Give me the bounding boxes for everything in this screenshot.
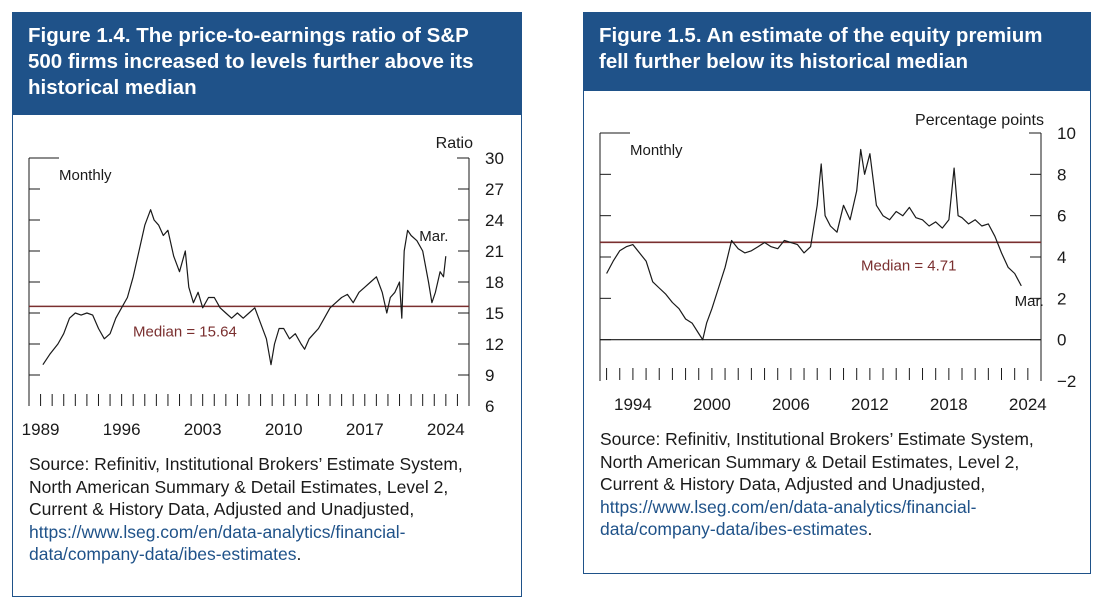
y-tick-label: 9 xyxy=(485,366,494,385)
y-axis-label: Ratio xyxy=(436,135,473,152)
y-tick-label: 6 xyxy=(1057,207,1066,226)
x-tick-label: 2018 xyxy=(930,395,968,414)
y-tick-label: 30 xyxy=(485,149,504,168)
x-tick-label: 1994 xyxy=(614,395,652,414)
x-tick-label: 2012 xyxy=(851,395,889,414)
source-note: Source: Refinitiv, Institutional Brokers… xyxy=(29,453,509,566)
y-tick-label: 4 xyxy=(1057,248,1066,267)
x-tick-label: 2006 xyxy=(772,395,810,414)
y-tick-label: 8 xyxy=(1057,165,1066,184)
end-annotation: Mar. xyxy=(419,228,448,245)
series-line xyxy=(42,209,447,366)
source-link[interactable]: https://www.lseg.com/en/data-analytics/f… xyxy=(600,496,977,540)
x-tick-label: 2024 xyxy=(427,420,465,439)
figure-panel-right: Figure 1.5. An estimate of the equity pr… xyxy=(583,12,1091,574)
frequency-label: Monthly xyxy=(630,142,683,159)
chart-equity-premium: −2 0 2 4 6 8 10 1994 2000 2006 2012 2018 2024 Median … xyxy=(599,112,1076,414)
source-text: Source: Refinitiv, Institutional Brokers… xyxy=(29,454,463,519)
source-end: . xyxy=(296,544,302,564)
x-tick-label: 2017 xyxy=(346,420,384,439)
source-text: Source: Refinitiv, Institutional Brokers… xyxy=(600,429,1034,494)
x-tick-label: 2010 xyxy=(265,420,303,439)
y-tick-label: 15 xyxy=(485,304,504,323)
y-tick-label: 24 xyxy=(485,211,504,230)
figure-panel-left: Figure 1.4. The price-to-earnings ratio … xyxy=(12,12,522,597)
y-tick-label: 12 xyxy=(485,335,504,354)
end-annotation: Mar. xyxy=(1015,293,1044,310)
y-tick-label: 21 xyxy=(485,242,504,261)
y-tick-label: 10 xyxy=(1057,124,1076,143)
figure-title: Figure 1.5. An estimate of the equity pr… xyxy=(584,13,1090,91)
median-label: Median = 4.71 xyxy=(861,257,957,274)
figure-title: Figure 1.4. The price-to-earnings ratio … xyxy=(13,13,521,115)
x-tick-label: 2000 xyxy=(693,395,731,414)
y-tick-label: 2 xyxy=(1057,289,1066,308)
y-tick-label: 6 xyxy=(485,397,494,416)
x-tick-label: 1989 xyxy=(22,420,60,439)
y-tick-label: 18 xyxy=(485,273,504,292)
median-label: Median = 15.64 xyxy=(133,323,237,340)
series-line xyxy=(606,148,1022,341)
y-tick-label: 27 xyxy=(485,180,504,199)
x-tick-label: 1996 xyxy=(103,420,141,439)
source-note: Source: Refinitiv, Institutional Brokers… xyxy=(600,428,1080,541)
x-tick-label: 2024 xyxy=(1009,395,1047,414)
y-axis-label: Percentage points xyxy=(915,112,1044,129)
y-tick-label: 0 xyxy=(1057,331,1066,350)
source-link[interactable]: https://www.lseg.com/en/data-analytics/f… xyxy=(29,521,406,565)
x-tick-label: 2003 xyxy=(184,420,222,439)
y-tick-label: −2 xyxy=(1057,372,1076,391)
source-end: . xyxy=(867,519,873,539)
frequency-label: Monthly xyxy=(59,167,112,184)
chart-pe-ratio: 6 9 12 15 18 21 24 27 30 1989 1996 2003 2010 2017 2024… xyxy=(22,135,504,439)
